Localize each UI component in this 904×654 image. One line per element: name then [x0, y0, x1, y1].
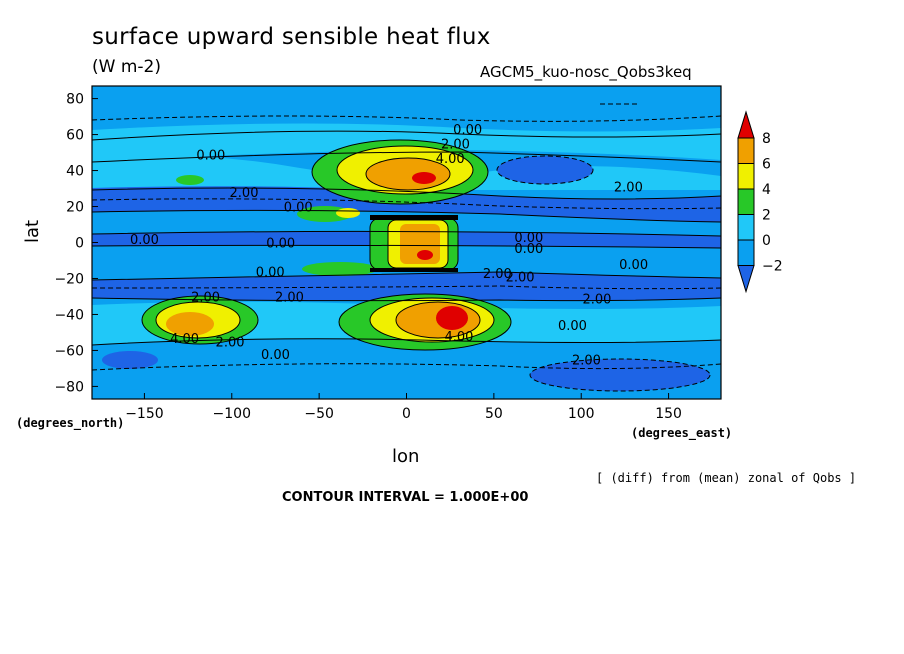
y-axis-units: (degrees_north)	[16, 416, 125, 430]
contour-label: 2.00	[483, 267, 512, 282]
experiment-label: AGCM5_kuo-nosc_Qobs3keq	[480, 63, 692, 81]
filled-contour-field	[92, 86, 721, 399]
colorbar-label: 6	[762, 157, 771, 173]
x-tick-label: 50	[485, 406, 503, 422]
y-tick-label: 0	[75, 236, 84, 252]
contour-label: 0.00	[514, 231, 543, 246]
contour-label: 2.00	[506, 271, 535, 286]
contour-label: 0.00	[514, 242, 543, 257]
contour-label: 0.00	[453, 123, 482, 138]
chart-units: (W m-2)	[92, 57, 161, 77]
contour-label: 2.00	[614, 181, 643, 196]
x-tick-label: 150	[655, 406, 682, 422]
y-tick-label: −40	[54, 307, 84, 323]
contour-label: 2.00	[275, 290, 304, 305]
contour-label: 4.00	[170, 332, 199, 347]
x-tick-label: −100	[213, 406, 251, 422]
x-tick-label: 100	[568, 406, 595, 422]
contour-label: 0.00	[558, 319, 587, 334]
y-axis-label: lat	[22, 219, 43, 243]
contour-label: 0.00	[256, 265, 285, 280]
colorbar-segment	[737, 137, 755, 164]
y-tick-label: 80	[66, 92, 84, 108]
contour-label: 0.00	[266, 237, 295, 252]
contour-label: 2.00	[582, 292, 611, 307]
contour-label: 4.00	[436, 152, 465, 167]
contour-label: 2.00	[216, 335, 245, 350]
x-tick-label: −50	[304, 406, 334, 422]
y-tick-label: −80	[54, 379, 84, 395]
colorbar-label: 0	[762, 233, 771, 249]
colorbar-segment	[737, 163, 755, 190]
x-tick-label: 0	[402, 406, 411, 422]
colorbar: −2 0 2 4 6 8	[737, 110, 783, 294]
contour-label: 0.00	[261, 348, 290, 363]
contour-label: 2.00	[441, 138, 470, 153]
colorbar-label: 2	[762, 208, 771, 224]
contour-label: 0.00	[196, 148, 225, 163]
contour-label: 2.00	[230, 186, 259, 201]
x-axis-units: (degrees_east)	[631, 426, 733, 440]
colorbar-label: 4	[762, 182, 771, 198]
colorbar-segment	[737, 239, 755, 266]
contour-interval: CONTOUR INTERVAL = 1.000E+00	[282, 490, 529, 505]
x-tick-label: −150	[125, 406, 163, 422]
contour-label: 0.00	[130, 233, 159, 248]
colorbar-segment	[737, 214, 755, 241]
y-tick-label: 60	[66, 128, 84, 144]
contour-label: 4.00	[444, 330, 473, 345]
y-tick-label: −20	[54, 271, 84, 287]
y-tick-label: 20	[66, 200, 84, 216]
colorbar-segment	[737, 188, 755, 215]
colorbar-min-arrow	[737, 265, 755, 294]
colorbar-label: 8	[762, 131, 771, 147]
contour-label: 2.00	[191, 290, 220, 305]
colorbar-label: −2	[762, 259, 783, 275]
contour-label: 0.00	[284, 201, 313, 216]
difference-note: [ (diff) from (mean) zonal of Qobs ]	[596, 471, 857, 485]
y-tick-label: 40	[66, 164, 84, 180]
colorbar-max-arrow	[737, 110, 755, 139]
contour-label: 2.00	[572, 353, 601, 368]
x-axis-label: lon	[392, 446, 420, 467]
contour-label: 0.00	[619, 258, 648, 273]
chart-title: surface upward sensible heat flux	[92, 24, 491, 50]
y-tick-label: −60	[54, 343, 84, 359]
